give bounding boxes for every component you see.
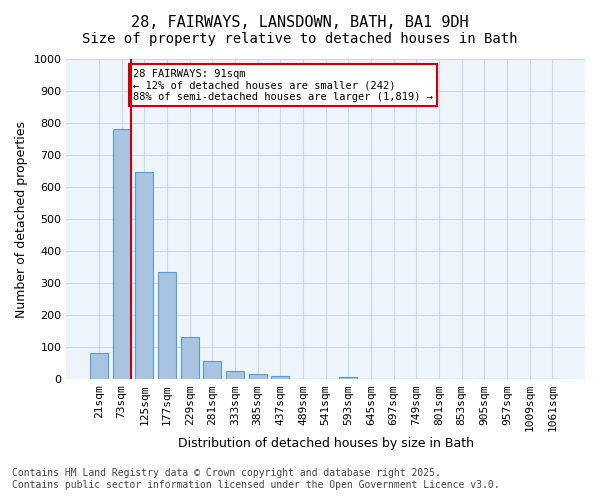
Text: 28, FAIRWAYS, LANSDOWN, BATH, BA1 9DH: 28, FAIRWAYS, LANSDOWN, BATH, BA1 9DH [131,15,469,30]
Bar [340,377,358,380]
Bar [181,336,199,380]
Bar [226,372,244,380]
Bar [113,128,131,380]
Y-axis label: Number of detached properties: Number of detached properties [15,120,28,318]
Bar [271,376,289,380]
X-axis label: Distribution of detached houses by size in Bath: Distribution of detached houses by size … [178,437,474,450]
Text: Size of property relative to detached houses in Bath: Size of property relative to detached ho… [82,32,518,46]
Bar [248,374,267,380]
Bar [203,361,221,380]
Text: 28 FAIRWAYS: 91sqm
← 12% of detached houses are smaller (242)
88% of semi-detach: 28 FAIRWAYS: 91sqm ← 12% of detached hou… [133,68,433,102]
Bar [136,172,154,380]
Bar [158,272,176,380]
Bar [90,352,108,380]
Text: Contains HM Land Registry data © Crown copyright and database right 2025.
Contai: Contains HM Land Registry data © Crown c… [12,468,500,490]
